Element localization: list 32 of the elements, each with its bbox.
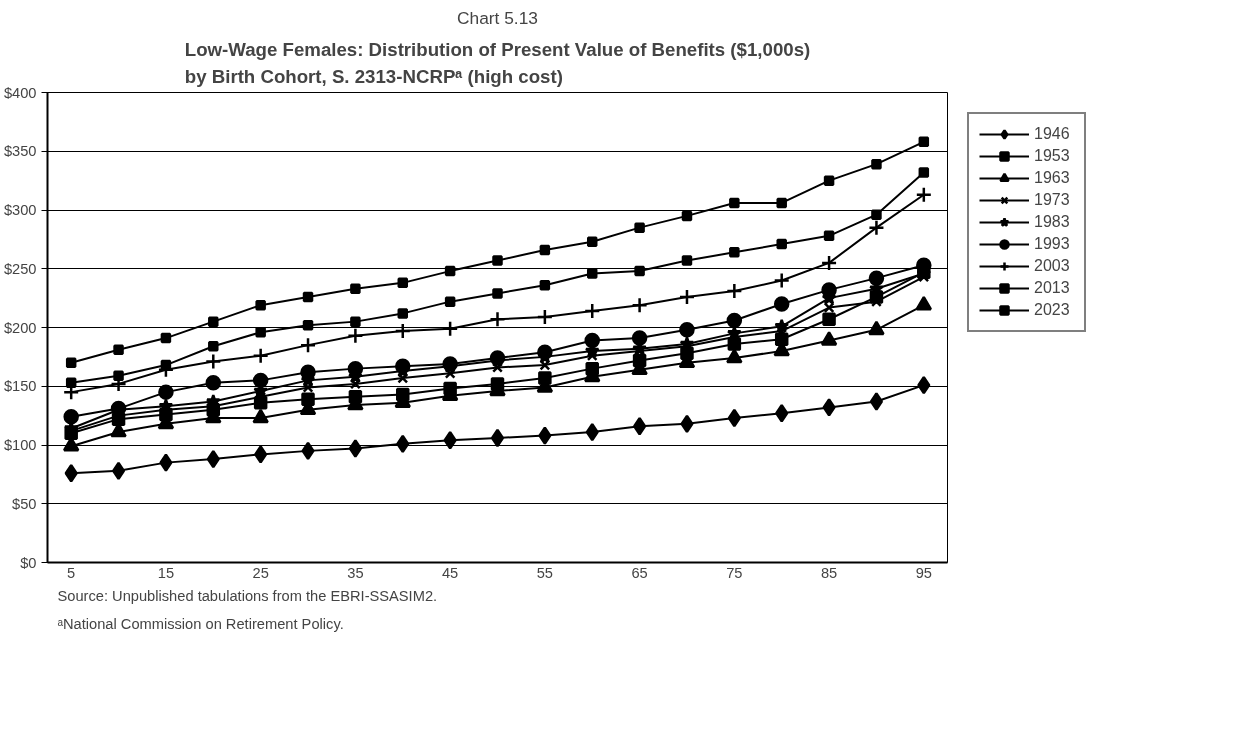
legend-label: 1983 xyxy=(1034,213,1071,231)
legend-label: 1963 xyxy=(1034,169,1071,187)
y-tick-label: $200 xyxy=(3,319,37,336)
source-note: Source: Unpublished tabulations from the EBRI-SSASIM2. xyxy=(57,587,438,604)
y-tick-label: $150 xyxy=(3,378,37,395)
x-tick-label: 35 xyxy=(347,564,364,581)
text: ᵃNational Commission on Retirement Policy. xyxy=(57,615,344,632)
legend-label: 1953 xyxy=(1034,147,1071,165)
legend-label: 1973 xyxy=(1034,191,1071,209)
chart-title: Chart 5.13 xyxy=(457,7,538,28)
y-tick-label: $0 xyxy=(20,554,37,571)
x-tick-label: 25 xyxy=(252,564,269,581)
x-tick-label: 55 xyxy=(536,564,554,581)
y-tick-label: $250 xyxy=(3,260,37,277)
legend-label: 1946 xyxy=(1034,125,1071,143)
legend-label: 2013 xyxy=(1034,279,1071,297)
y-tick-label: $300 xyxy=(3,202,37,218)
x-tick-label: 75 xyxy=(726,564,743,581)
x-tick-label: 45 xyxy=(441,564,459,581)
x-tick-label: 15 xyxy=(157,564,175,581)
legend-label: 2003 xyxy=(1034,257,1071,275)
x-tick-label: 95 xyxy=(915,564,932,581)
y-tick-label: $400 xyxy=(3,84,37,101)
y-tick-label: $100 xyxy=(3,437,37,453)
legend-label: 2023 xyxy=(1034,301,1071,319)
chart-subtitle: Low-Wage Females: Distribution of Present Value of Benefits ($1,000s) by Birth Cohort, S. 2313-NCRPᵃ (high cost) xyxy=(184,39,811,88)
y-tick-label: $50 xyxy=(12,495,37,512)
x-tick-label: 5 xyxy=(67,564,76,581)
x-tick-label: 65 xyxy=(631,564,648,581)
y-tick-label: $350 xyxy=(3,143,37,160)
legend-label: 1993 xyxy=(1034,235,1071,253)
x-tick-label: 85 xyxy=(820,564,838,581)
